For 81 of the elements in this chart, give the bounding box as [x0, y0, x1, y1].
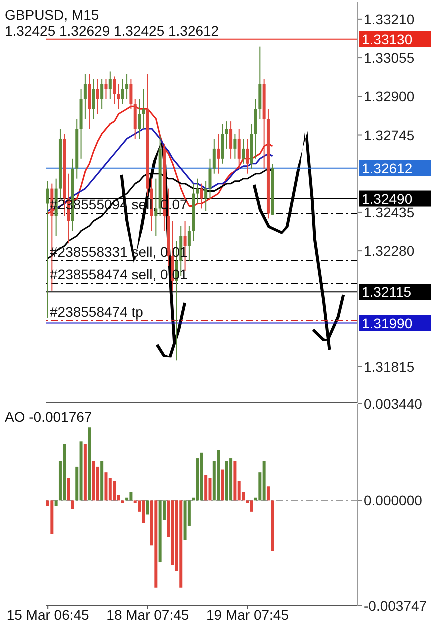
candlestick: [121, 78, 124, 105]
candlestick: [238, 128, 241, 170]
candlestick: [108, 71, 112, 100]
bar: [225, 461, 228, 501]
bar: [250, 500, 254, 512]
bar: [234, 461, 237, 501]
bar: [146, 500, 150, 515]
y-tick-label: 1.32435: [364, 204, 415, 220]
candlestick: [217, 134, 220, 174]
candlestick: [242, 138, 246, 164]
x-tick-label: 15 Mar 06:45: [6, 607, 90, 623]
candlestick: [196, 178, 200, 204]
bar: [142, 500, 146, 524]
candlestick: [246, 138, 250, 174]
candlestick: [96, 78, 100, 115]
bar: [67, 478, 70, 501]
y-tick-label: 1.32900: [364, 88, 415, 105]
candlestick: [188, 226, 191, 262]
bar: [200, 452, 204, 501]
y-tick-label: 1.33055: [364, 50, 415, 66]
bar: [266, 486, 270, 501]
candlestick: [200, 183, 204, 210]
bar: [158, 500, 162, 563]
bar: [204, 475, 208, 501]
bar: [180, 500, 183, 588]
candlestick: [113, 76, 116, 105]
candlestick: [126, 74, 129, 100]
bar: [230, 458, 233, 501]
candlestick: [234, 134, 237, 160]
candlestick: [142, 88, 146, 130]
y-tick-label: 1.32280: [364, 243, 415, 260]
ref-line-label: 1.31990: [362, 315, 413, 332]
bar: [50, 500, 54, 534]
bar: [130, 492, 133, 501]
y-tick-label: 1.33210: [364, 11, 415, 28]
bar: [63, 444, 66, 501]
bar: [221, 470, 224, 501]
candlestick: [130, 78, 133, 110]
candlestick: [46, 180, 50, 319]
candlestick: [208, 158, 212, 200]
bar: [104, 472, 108, 501]
x-tick-label: 18 Mar 07:45: [106, 607, 190, 623]
bar: [154, 500, 158, 588]
bar: [208, 478, 212, 501]
candlestick: [104, 78, 108, 100]
candlestick: [100, 78, 104, 110]
bar: [84, 444, 87, 501]
y-tick-label: -0.003747: [364, 598, 428, 614]
y-tick-label: 1.31815: [364, 358, 415, 375]
candlestick: [225, 121, 228, 150]
bar: [217, 450, 220, 501]
ref-line-label: 1.32115: [362, 284, 412, 300]
candlestick: [230, 121, 233, 160]
bar: [262, 461, 266, 501]
bar: [80, 442, 83, 501]
ref-line-label: #238558474 tp: [50, 304, 144, 320]
ref-line-label: 1.32490: [362, 190, 413, 207]
chart-title: GBPUSD, M15: [5, 7, 100, 23]
bar: [121, 500, 124, 504]
candlestick: [92, 78, 96, 120]
y-tick-label: 0.000000: [364, 492, 423, 509]
bar: [92, 461, 96, 501]
bar: [100, 461, 104, 501]
y-tick-label: 1.32745: [364, 127, 415, 144]
chart-title: AO -0.001767: [5, 409, 92, 425]
ref-line-label: 1.32612: [362, 160, 413, 176]
ref-line-label: 1.33130: [362, 31, 413, 48]
bar: [271, 500, 274, 552]
x-tick-label: 19 Mar 07:45: [206, 607, 290, 623]
bar: [88, 428, 92, 501]
candlestick: [204, 180, 208, 212]
candlestick: [212, 138, 216, 174]
text: 1.32425 1.32629 1.32425 1.32612: [5, 23, 220, 39]
candlestick: [84, 74, 87, 120]
bar: [71, 500, 74, 510]
candlestick: [138, 98, 142, 140]
candlestick: [117, 84, 120, 110]
bar: [113, 481, 116, 501]
bar: [54, 500, 58, 506]
y-tick-label: 0.003440: [364, 396, 423, 412]
bar: [184, 500, 187, 540]
